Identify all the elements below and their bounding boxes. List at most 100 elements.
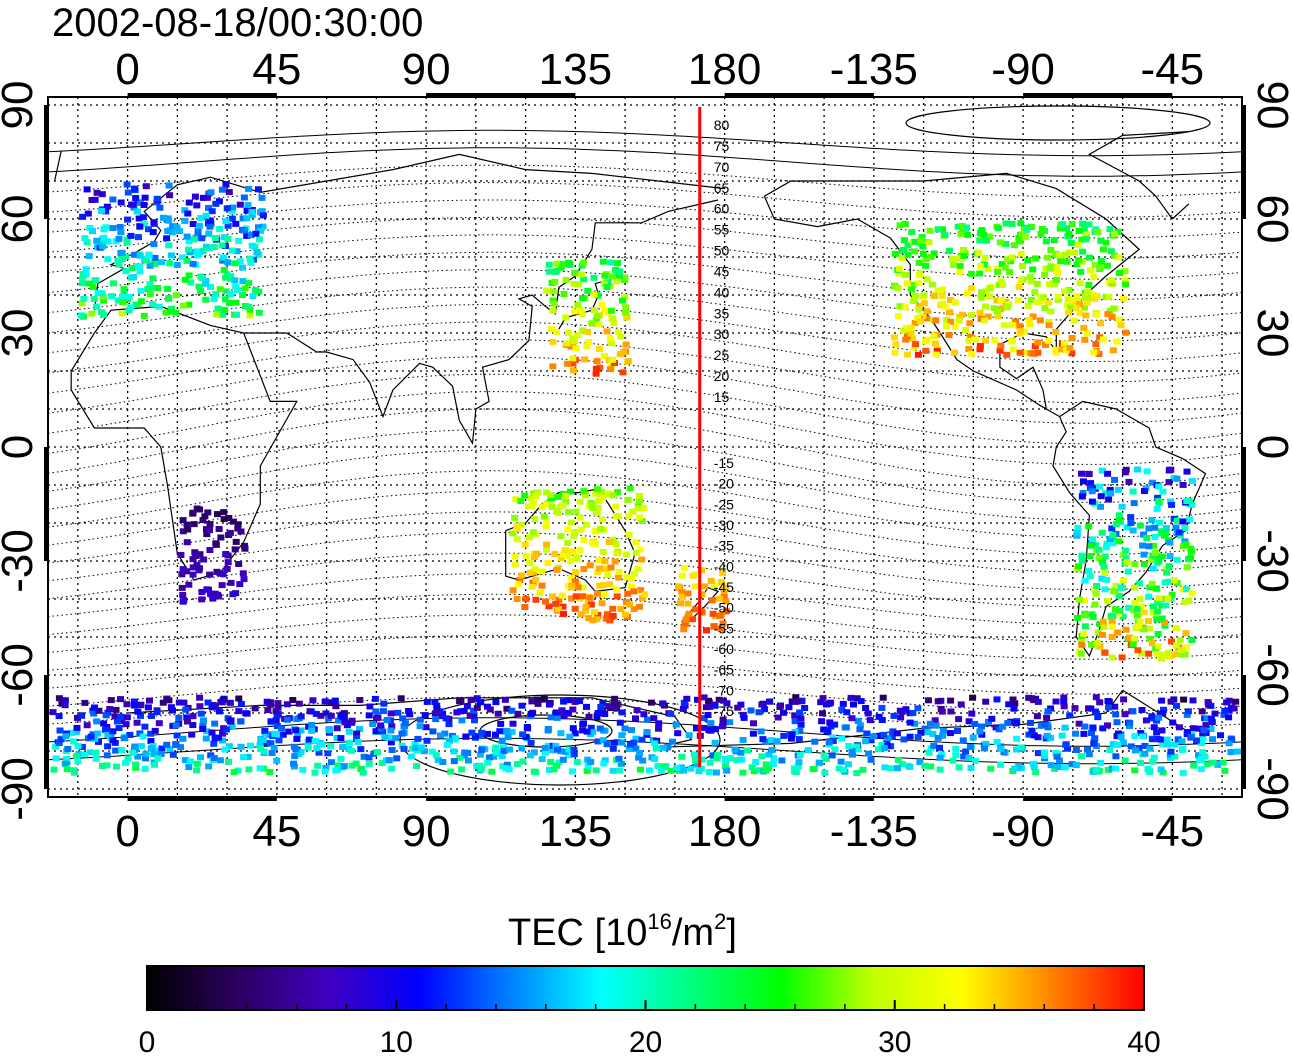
tec-cell [98, 207, 106, 214]
tec-cell [613, 705, 620, 712]
tec-cell [531, 516, 539, 523]
tec-cell [447, 768, 455, 775]
tec-cell [1182, 541, 1190, 548]
tec-cell [768, 737, 776, 744]
tec-cell [172, 292, 180, 299]
tec-cell [959, 737, 967, 744]
tec-cell [1145, 593, 1153, 600]
tec-cell [251, 705, 259, 712]
tec-cell [1087, 267, 1095, 274]
tec-cell [1093, 582, 1101, 589]
tec-cell [141, 723, 149, 730]
tec-cell [463, 703, 471, 710]
tec-cell [914, 734, 922, 740]
tec-cell [1080, 631, 1088, 638]
tec-cell [587, 601, 595, 608]
tec-cell [1081, 577, 1089, 584]
tec-cell [178, 584, 186, 591]
tec-cell [205, 763, 213, 770]
tec-cell [902, 271, 909, 278]
tec-cell [226, 529, 234, 536]
tec-cell [356, 726, 364, 733]
tec-cell [1115, 538, 1123, 545]
tec-cell [932, 722, 940, 729]
tec-cell [1228, 736, 1236, 743]
tec-cell [122, 268, 130, 275]
tec-cell [180, 302, 187, 309]
tec-cell [1221, 767, 1229, 774]
tec-cell [1197, 740, 1205, 746]
tec-cell [1189, 697, 1197, 704]
magnetic-latitude-label: 80 [714, 117, 730, 133]
colorbar-title: TEC [1016/m2] [508, 909, 737, 954]
tec-cell [563, 552, 571, 559]
tec-cell [235, 561, 243, 567]
tec-cell [1155, 595, 1163, 602]
tec-cell [1016, 328, 1024, 335]
tec-cell [895, 265, 903, 272]
tec-cell [1158, 602, 1166, 609]
tec-cell [297, 713, 305, 720]
tec-cell [1113, 338, 1121, 345]
tec-cell [594, 569, 602, 576]
tec-cell [1112, 582, 1120, 589]
tec-cell [131, 251, 139, 258]
tec-cell [1132, 747, 1139, 754]
tec-cell [194, 227, 202, 234]
tec-cell [1131, 733, 1139, 740]
tec-cell [1111, 703, 1119, 710]
tec-cell [996, 347, 1004, 354]
tec-cell [982, 698, 990, 705]
frame-bar-left [44, 675, 49, 789]
tec-cell [109, 280, 117, 287]
tec-cell [57, 736, 65, 743]
tec-cell [843, 709, 851, 716]
tec-cell [365, 712, 373, 719]
tec-cell [206, 571, 214, 578]
tec-cell [939, 226, 946, 233]
tec-cell [894, 756, 902, 763]
tec-cell [1167, 698, 1175, 705]
tec-cell [1227, 749, 1235, 755]
tec-cell [117, 199, 125, 206]
tec-cell [74, 758, 82, 765]
tec-cell [842, 724, 850, 731]
tec-cell [50, 766, 58, 773]
tec-cell [158, 259, 165, 266]
tec-cell [936, 744, 943, 751]
tec-cell [538, 504, 546, 511]
tec-cell [107, 697, 115, 704]
tec-cell [353, 730, 361, 737]
tec-cell [1199, 749, 1207, 756]
tec-cell [684, 590, 692, 597]
tec-cell [638, 736, 646, 743]
tec-cell [906, 719, 914, 726]
tec-cell [1080, 730, 1088, 737]
tec-cell [571, 529, 579, 535]
tec-cell [1066, 344, 1074, 351]
tec-cell [450, 748, 458, 755]
tec-cell [1184, 708, 1192, 715]
latitude-tick-right: -90 [1248, 757, 1292, 821]
tec-cell [312, 710, 320, 717]
tec-cell [956, 268, 964, 275]
tec-cell [593, 509, 601, 516]
tec-cell [123, 181, 131, 188]
tec-cell [144, 286, 152, 293]
tec-cell [1054, 270, 1062, 277]
tec-cell [917, 729, 925, 736]
tec-cell [548, 326, 555, 333]
tec-cell [574, 302, 582, 309]
tec-cell [1155, 483, 1163, 490]
tec-cell [915, 306, 923, 313]
tec-cell [492, 749, 500, 756]
tec-cell [132, 761, 140, 768]
tec-cell [356, 697, 364, 703]
tec-cell [1097, 503, 1104, 510]
tec-cell [1181, 651, 1189, 658]
tec-cell [1068, 761, 1076, 768]
tec-cell [740, 714, 748, 721]
tec-cell [579, 593, 586, 600]
tec-cell [977, 263, 985, 269]
tec-cell [1217, 732, 1224, 739]
